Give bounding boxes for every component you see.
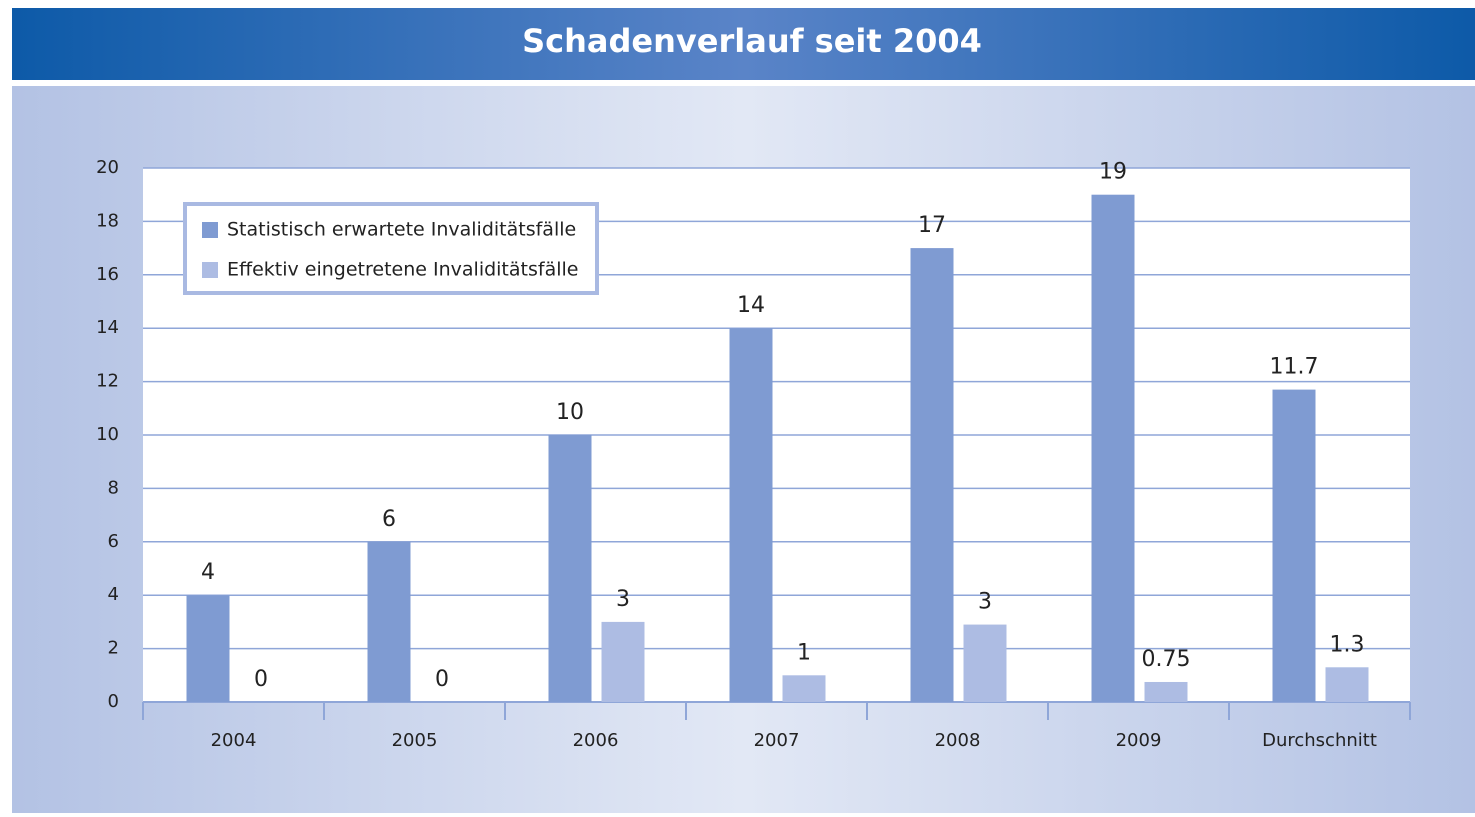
y-tick-label: 10	[96, 424, 119, 445]
bar	[367, 541, 411, 702]
value-label: 3	[978, 590, 992, 615]
y-tick-label: 6	[108, 531, 119, 552]
bar	[782, 675, 826, 702]
x-tick-label: Durchschnitt	[1262, 730, 1377, 751]
y-tick-label: 12	[96, 371, 119, 392]
y-tick-label: 18	[96, 210, 119, 231]
legend-label: Statistisch erwartete Invaliditätsfälle	[227, 219, 576, 241]
x-tick-label: 2007	[754, 730, 800, 751]
value-label: 0.75	[1142, 647, 1191, 672]
bar	[601, 621, 645, 702]
bar	[1091, 194, 1135, 702]
bar	[1272, 389, 1316, 702]
legend	[183, 202, 599, 295]
title-bar	[12, 8, 1475, 80]
x-tick-label: 2009	[1116, 730, 1162, 751]
value-label: 4	[201, 560, 215, 585]
value-label: 19	[1099, 160, 1127, 185]
value-label: 0	[254, 667, 268, 692]
legend-swatch	[202, 222, 218, 238]
y-tick-label: 8	[108, 477, 119, 498]
value-label: 14	[737, 293, 765, 318]
value-label: 6	[382, 507, 396, 532]
x-tick-label: 2008	[935, 730, 981, 751]
y-tick-label: 0	[108, 691, 119, 712]
value-label: 3	[616, 587, 630, 612]
y-tick-label: 4	[108, 584, 119, 605]
legend-swatch	[202, 262, 218, 278]
y-tick-label: 20	[96, 157, 119, 178]
value-label: 10	[556, 400, 584, 425]
legend-label: Effektiv eingetretene Invaliditätsfälle	[227, 259, 578, 281]
bar	[548, 435, 592, 702]
bar	[1325, 667, 1369, 702]
value-label: 17	[918, 213, 946, 238]
bar	[910, 248, 954, 702]
bar	[729, 328, 773, 702]
chart-title: Schadenverlauf seit 2004	[522, 22, 982, 60]
value-label: 0	[435, 667, 449, 692]
value-label: 1	[797, 640, 811, 665]
x-tick-label: 2006	[573, 730, 619, 751]
value-label: 1.3	[1330, 632, 1365, 657]
y-tick-label: 16	[96, 264, 119, 285]
value-label: 11.7	[1270, 355, 1319, 380]
x-tick-label: 2005	[392, 730, 438, 751]
x-tick-label: 2004	[211, 730, 257, 751]
y-tick-label: 14	[96, 317, 119, 338]
bar	[1144, 681, 1188, 702]
bar	[963, 624, 1007, 702]
bar	[186, 595, 230, 702]
y-tick-label: 2	[108, 638, 119, 659]
